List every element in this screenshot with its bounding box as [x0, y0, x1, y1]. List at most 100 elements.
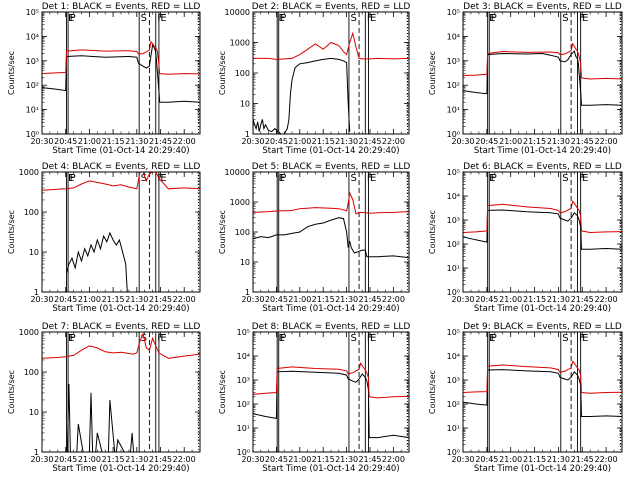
marker-label: E	[582, 13, 588, 24]
y-tick-label: 100	[235, 228, 250, 237]
plot-frame	[462, 11, 623, 135]
marker-label: S	[141, 173, 147, 184]
y-tick-label: 100	[235, 69, 250, 78]
marker-label: P	[280, 173, 286, 184]
y-tick-label: 10³	[447, 57, 460, 66]
marker-label: P	[70, 333, 76, 344]
marker-label: E	[160, 173, 166, 184]
series-line-lld	[253, 191, 409, 215]
x-tick-label: 20:30	[451, 455, 474, 464]
marker-label: P	[280, 13, 286, 24]
panel-title: Det 3: BLACK = Events, RED = LLD	[463, 2, 622, 12]
y-tick-label: 10²	[447, 81, 460, 90]
plot-frame	[252, 11, 410, 135]
marker-label: S	[562, 13, 568, 24]
panel-title: Det 9: BLACK = Events, RED = LLD	[463, 322, 622, 332]
x-tick-label: 20:45	[54, 295, 77, 304]
x-tick-label: 20:45	[54, 137, 77, 146]
marker-label: P	[491, 13, 497, 24]
y-axis-label: Counts/sec	[7, 51, 16, 95]
y-tick-label: 10⁴	[447, 32, 460, 41]
y-tick-label: 10³	[26, 57, 39, 66]
x-tick-label: 21:00	[78, 137, 101, 146]
marker-label: E	[489, 173, 495, 184]
y-axis-label: Counts/sec	[218, 210, 227, 254]
x-tick-label: 20:45	[265, 137, 288, 146]
y-tick-label: 10000	[225, 8, 250, 17]
x-tick-label: 21:15	[312, 137, 335, 146]
y-tick-label: 10	[240, 258, 250, 267]
y-tick-label: 10⁵	[447, 328, 460, 337]
series-line-events	[463, 50, 622, 106]
x-tick-label: 20:30	[30, 295, 53, 304]
y-tick-label: 10⁴	[237, 352, 250, 361]
marker-label: P	[491, 333, 497, 344]
panel-title: Det 7: BLACK = Events, RED = LLD	[42, 322, 201, 332]
y-tick-label: 1	[34, 448, 39, 457]
y-tick-label: 10⁰	[26, 130, 39, 139]
panel-title: Det 4: BLACK = Events, RED = LLD	[42, 162, 201, 172]
marker-label: E	[160, 333, 166, 344]
marker-label: S	[350, 173, 356, 184]
plot-frame	[252, 331, 410, 453]
x-tick-label: 21:15	[523, 295, 546, 304]
x-tick-label: 21:00	[499, 295, 522, 304]
x-tick-label: 21:15	[312, 295, 335, 304]
series-line-lld	[42, 332, 200, 359]
marker-label: E	[279, 173, 285, 184]
y-tick-label: 10²	[26, 81, 39, 90]
x-tick-label: 21:00	[288, 295, 311, 304]
marker-label: E	[582, 173, 588, 184]
panel-det-8: Det 8: BLACK = Events, RED = LLD 10⁰ 10¹ 10…	[218, 322, 410, 474]
marker-label: E	[582, 333, 588, 344]
y-tick-label: 10⁰	[447, 130, 460, 139]
marker-label: E	[370, 13, 376, 24]
y-tick-label: 10¹	[447, 264, 460, 273]
y-tick-label: 10⁵	[447, 8, 460, 17]
y-tick-label: 10¹	[447, 106, 460, 115]
y-axis-label: Counts/sec	[428, 51, 437, 95]
y-tick-label: 10⁴	[447, 352, 460, 361]
series-line-events	[253, 217, 409, 259]
panel-title: Det 2: BLACK = Events, RED = LLD	[252, 2, 411, 12]
marker-label: E	[279, 333, 285, 344]
y-tick-label: 10²	[447, 400, 460, 409]
series-line-events	[66, 383, 137, 452]
marker-label: F	[157, 13, 163, 24]
panel-det-2: Det 2: BLACK = Events, RED = LLD 1 10 100 10…	[218, 2, 410, 156]
marker-label: P	[280, 333, 286, 344]
x-tick-label: 21:00	[78, 455, 101, 464]
marker-label: F	[579, 13, 585, 24]
panel-title: Det 5: BLACK = Events, RED = LLD	[252, 162, 411, 172]
x-tick-label: 21:00	[499, 137, 522, 146]
y-tick-label: 100	[24, 368, 39, 377]
x-tick-label: 20:45	[475, 455, 498, 464]
series-line-events	[42, 43, 200, 103]
y-tick-label: 1000	[19, 168, 39, 177]
y-tick-label: 10²	[237, 400, 250, 409]
panel-det-9: Det 9: BLACK = Events, RED = LLD 10⁰ 10¹ 10…	[428, 322, 623, 474]
marker-label: E	[68, 173, 74, 184]
y-tick-label: 1	[245, 288, 250, 297]
y-tick-label: 10⁴	[26, 32, 39, 41]
y-axis-label: Counts/sec	[428, 210, 437, 254]
x-tick-label: 20:30	[451, 137, 474, 146]
y-tick-label: 1000	[19, 328, 39, 337]
panel-det-3: Det 3: BLACK = Events, RED = LLD 10⁰ 10¹ 10…	[428, 2, 623, 156]
x-tick-label: 21:45	[571, 295, 594, 304]
x-tick-label: 22:00	[382, 137, 405, 146]
x-tick-label: 22:00	[173, 295, 196, 304]
marker-label: S	[141, 13, 147, 24]
x-tick-label: 20:30	[451, 295, 474, 304]
marker-label: E	[489, 13, 495, 24]
plot-frame	[41, 171, 201, 293]
x-tick-label: 21:45	[571, 137, 594, 146]
series-line-lld	[42, 40, 200, 75]
marker-label: P	[491, 173, 497, 184]
series-line-lld	[463, 42, 622, 80]
panel-det-7: Det 7: BLACK = Events, RED = LLD 1 10 100 10…	[7, 322, 201, 474]
panel-det-5: Det 5: BLACK = Events, RED = LLD 1 10 100 10…	[218, 162, 410, 314]
y-tick-label: 1	[34, 288, 39, 297]
plot-frame	[41, 11, 201, 135]
